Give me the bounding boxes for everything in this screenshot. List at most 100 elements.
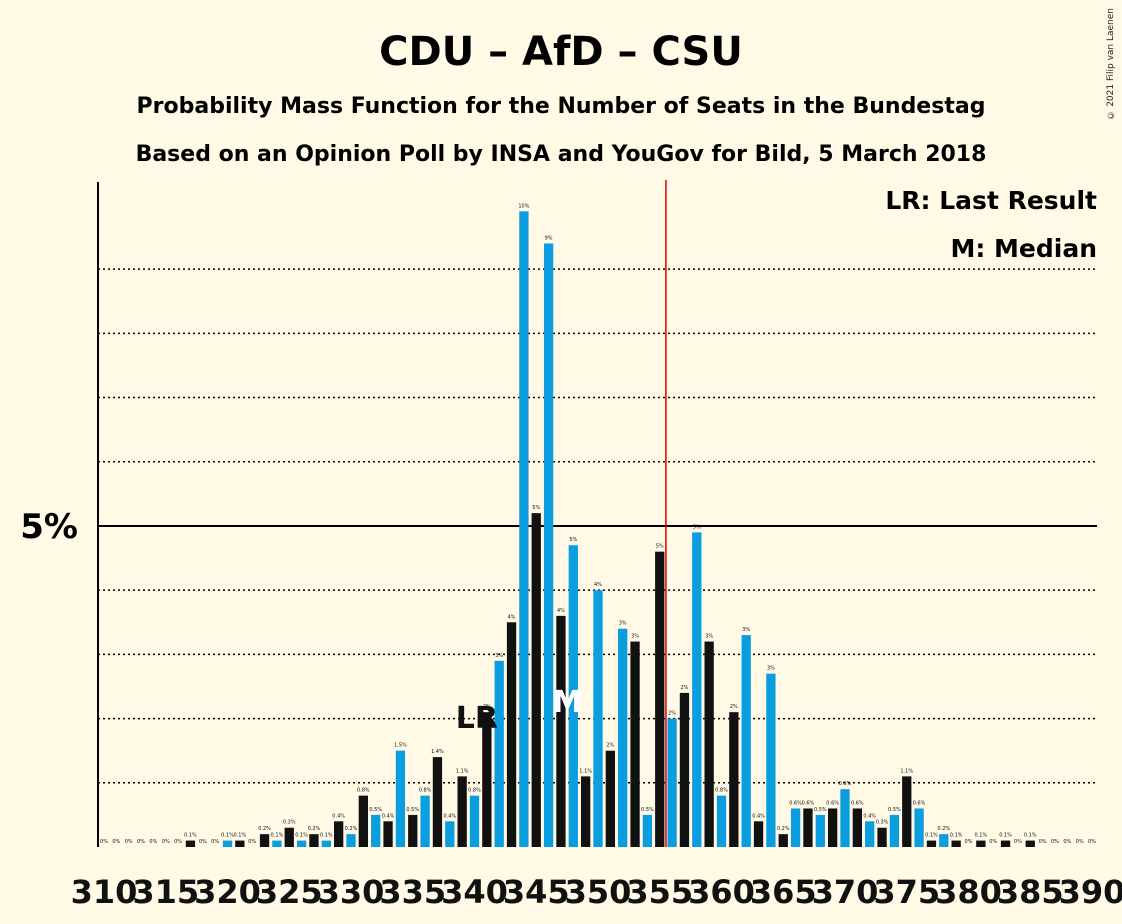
bar-label-340: 0.8% [468,788,481,794]
x-tick-370: 370 [812,873,879,911]
bar-label-373: 0.3% [876,820,889,826]
bar-label-353: 3% [631,634,639,640]
bar-378 [939,834,949,847]
x-tick-390: 390 [1059,873,1122,911]
bar-370 [840,789,850,847]
bar-359 [704,641,714,847]
bar-label-389: 0% [1076,839,1084,845]
bar-349 [581,776,591,847]
bar-374 [889,814,900,847]
bar-label-362: 3% [742,627,750,633]
bar-label-380: 0% [965,839,973,845]
bar-label-318: 0% [199,839,207,845]
bar-351 [605,750,615,847]
bar-label-324: 0.1% [271,833,284,839]
bar-330 [346,834,356,847]
last-result-marker: LR [456,701,498,736]
bar-label-350: 4% [594,582,602,588]
bar-label-378: 0.2% [937,826,950,832]
bar-label-314: 0% [149,839,157,845]
bar-label-386: 0% [1039,839,1047,845]
bar-360 [716,795,727,847]
bar-324 [272,840,282,847]
bar-label-336: 0.8% [419,788,432,794]
bar-label-360: 0.8% [715,788,728,794]
bar-335 [408,814,418,847]
bar-label-363: 0.4% [752,813,765,819]
bar-label-344: 10% [518,203,529,209]
bar-label-384: 0% [1014,839,1022,845]
bar-label-323: 0.2% [258,826,271,832]
chart-subtitle-1: Probability Mass Function for the Number… [137,94,986,119]
bar-label-369: 0.6% [826,800,839,806]
bar-333 [383,821,393,847]
chart-title: CDU – AfD – CSU [379,29,743,75]
bar-377 [926,840,937,847]
bar-label-326: 0.1% [295,833,308,839]
bar-label-359: 3% [705,634,713,640]
x-tick-315: 315 [132,873,199,911]
bar-373 [877,827,887,847]
bar-320 [222,840,233,847]
bar-338 [445,821,455,847]
x-tick-labels: 3103153203253303353403453503553603653703… [71,873,1122,911]
bar-340 [469,795,480,847]
bar-350 [593,590,603,847]
bar-label-367: 0.6% [802,800,815,806]
bar-label-371: 0.6% [851,800,864,806]
bar-label-327: 0.2% [308,826,321,832]
bar-356 [667,718,677,847]
bar-label-317: 0.1% [184,833,197,839]
legend-median: M: Median [950,234,1097,263]
bar-label-387: 0% [1051,839,1059,845]
bar-375 [902,776,912,847]
bar-376 [914,808,924,847]
bar-label-330: 0.2% [345,826,358,832]
bar-325 [284,827,294,847]
y-tick-label: 5% [20,507,78,547]
x-tick-335: 335 [379,873,446,911]
x-tick-360: 360 [688,873,755,911]
bar-label-331: 0.8% [357,788,370,794]
bars [185,211,1035,847]
bar-label-374: 0.5% [888,807,901,813]
bar-367 [803,808,813,847]
bar-337 [432,757,443,847]
bar-357 [679,692,690,847]
bar-label-356: 2% [668,711,676,717]
bar-label-346: 9% [545,235,553,241]
bar-385 [1025,840,1035,847]
bar-label-339: 1.1% [456,768,469,774]
bar-342 [494,660,504,847]
bar-339 [457,776,467,847]
x-tick-345: 345 [503,873,570,911]
bar-321 [235,840,245,847]
bar-label-377: 0.1% [925,833,938,839]
bar-328 [321,840,331,847]
bar-label-365: 0.2% [777,826,790,832]
bar-label-388: 0% [1063,839,1071,845]
bar-329 [334,821,344,847]
bar-362 [741,635,751,847]
bar-332 [371,814,381,847]
bar-label-343: 4% [508,614,516,620]
median-marker: M [552,685,582,720]
bar-label-332: 0.5% [369,807,382,813]
bar-label-355: 5% [656,544,664,550]
x-tick-380: 380 [935,873,1002,911]
bar-label-348: 5% [569,537,577,543]
bar-334 [395,750,406,847]
x-tick-385: 385 [997,873,1064,911]
bar-label-370: 0.9% [839,781,852,787]
bar-label-385: 0.1% [1024,833,1037,839]
bar-317 [185,840,196,847]
bar-361 [729,712,739,847]
bar-366 [790,808,801,847]
bar-327 [309,834,319,847]
chart-subtitle-2: Based on an Opinion Poll by INSA and You… [136,142,987,167]
bar-label-382: 0% [989,839,997,845]
x-tick-320: 320 [194,873,261,911]
bar-343 [506,622,517,847]
bar-label-364: 3% [767,666,775,672]
bar-341 [482,712,492,847]
